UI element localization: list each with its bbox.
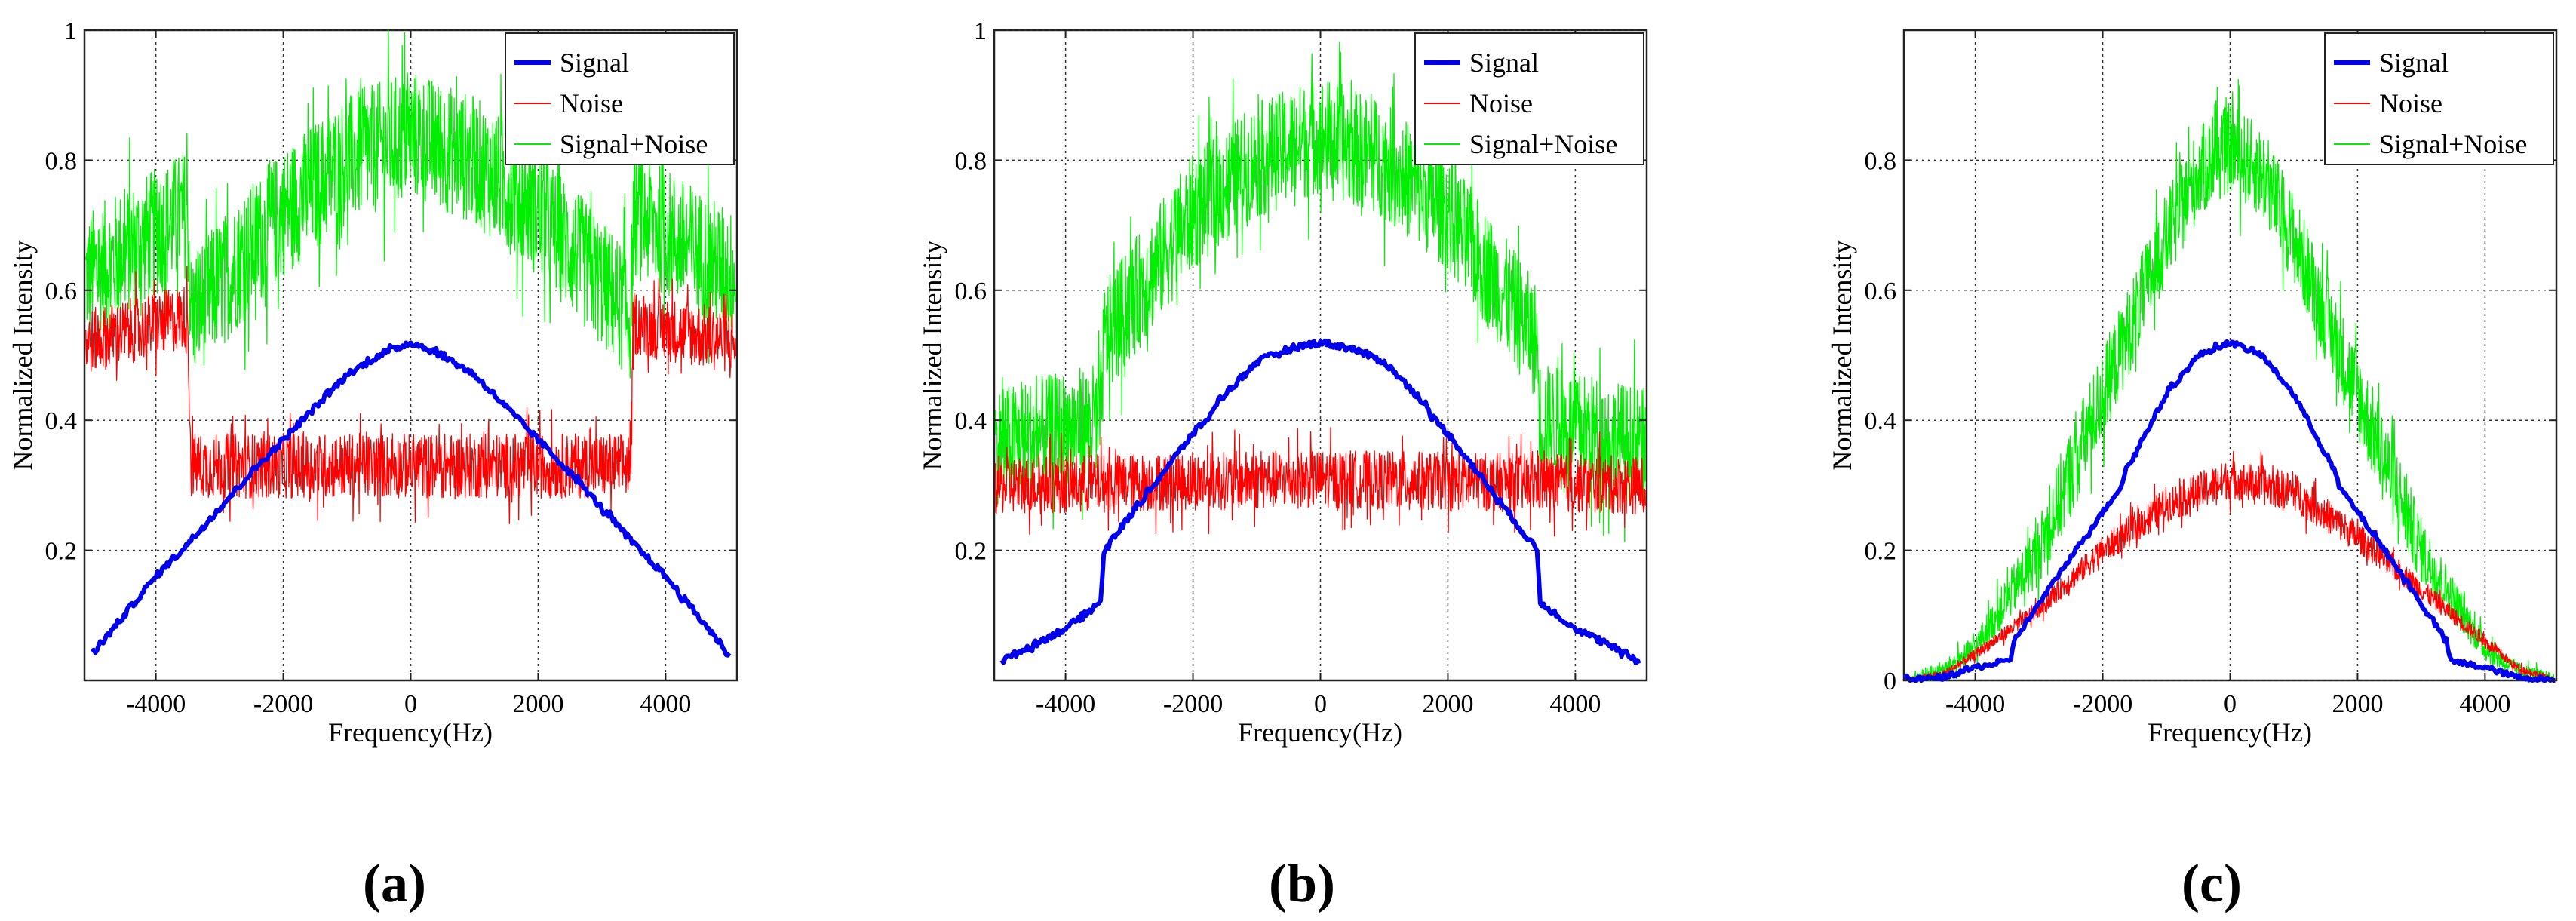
x-axis-label-a: Frequency(Hz) [328, 717, 493, 748]
y-tick-label: 0.8 [45, 147, 78, 175]
y-tick-label: 0.6 [45, 278, 78, 305]
panel-a: -4000 -2000 0 2000 4000 0.2 0.4 0.6 0.8 1 Frequen… [8, 17, 738, 913]
legend-label-noise: Noise [1469, 88, 1533, 118]
legend-label-signal-noise: Signal+Noise [2379, 129, 2527, 159]
y-tick-label: 0.2 [955, 538, 987, 566]
x-tick-label: -4000 [126, 690, 186, 718]
y-axis-label-b: Normalized Intensity [917, 241, 947, 471]
y-tick-label: 0 [1884, 668, 1896, 695]
panel-label-b: (b) [1269, 853, 1335, 913]
x-tick-label: 2000 [2332, 690, 2383, 718]
series-line-signal-plus-noise [85, 29, 736, 379]
y-tick-label: 0.8 [955, 147, 987, 175]
series-line-noise [1905, 450, 2556, 681]
y-axis-label-c: Normalized Intensity [1827, 241, 1857, 471]
legend-label-signal: Signal [1469, 48, 1539, 78]
y-tick-label: 0.2 [45, 538, 78, 566]
x-tick-label: -4000 [1036, 690, 1095, 718]
y-tick-label: 1 [974, 17, 987, 45]
y-tick-label: 0.6 [955, 278, 987, 305]
x-tick-label: 4000 [1549, 690, 1601, 718]
panel-label-a: (a) [363, 853, 426, 913]
x-tick-label: 0 [1314, 690, 1327, 718]
panel-label-c: (c) [2181, 853, 2242, 913]
x-tick-label: 2000 [1422, 690, 1473, 718]
panel-c: -4000 -2000 0 2000 4000 0 0.2 0.4 0.6 0.8 Frequen… [1827, 29, 2558, 913]
legend-label-signal: Signal [2379, 48, 2449, 78]
series-line-signal-plus-noise [1905, 78, 2556, 681]
x-axis-label-b: Frequency(Hz) [1238, 717, 1402, 748]
series-line-signal [1902, 339, 2556, 683]
x-tick-label: -2000 [253, 690, 313, 718]
legend-label-noise: Noise [2379, 88, 2442, 118]
panel-b: -4000 -2000 0 2000 4000 0.2 0.4 0.6 0.8 1 Frequen… [917, 17, 1648, 913]
series-line-noise [85, 265, 736, 525]
x-tick-label: -2000 [2073, 690, 2132, 718]
x-tick-label: 4000 [640, 690, 691, 718]
legend-a: Signal Noise Signal+Noise [505, 32, 735, 165]
y-tick-label: 0.4 [955, 407, 987, 435]
y-axis-label-a: Normalized Intensity [8, 241, 38, 471]
legend-label-signal: Signal [560, 48, 629, 78]
legend-c: Signal Noise Signal+Noise [2324, 32, 2554, 165]
legend-label-signal-noise: Signal+Noise [1469, 129, 1617, 159]
x-tick-label: 2000 [512, 690, 563, 718]
x-tick-label: 0 [404, 690, 417, 718]
y-tick-label: 0.4 [1865, 407, 1897, 435]
y-tick-label: 0.6 [1865, 278, 1897, 305]
y-tick-label: 0.8 [1865, 147, 1897, 175]
x-tick-label: 0 [2224, 690, 2237, 718]
y-tick-label: 1 [64, 17, 77, 45]
x-tick-label: -2000 [1163, 690, 1223, 718]
x-tick-label: -4000 [1945, 690, 2005, 718]
legend-label-signal-noise: Signal+Noise [560, 129, 708, 159]
series-line-signal [999, 338, 1641, 666]
x-axis-label-c: Frequency(Hz) [2148, 717, 2312, 748]
series-line-signal [90, 340, 732, 658]
legend-label-noise: Noise [560, 88, 623, 118]
y-tick-label: 0.4 [45, 407, 78, 435]
series-line-signal-plus-noise [995, 41, 1646, 542]
x-tick-label: 4000 [2459, 690, 2510, 718]
series-line-noise [995, 427, 1646, 537]
legend-b: Signal Noise Signal+Noise [1414, 32, 1644, 165]
y-tick-label: 0.2 [1865, 538, 1897, 566]
